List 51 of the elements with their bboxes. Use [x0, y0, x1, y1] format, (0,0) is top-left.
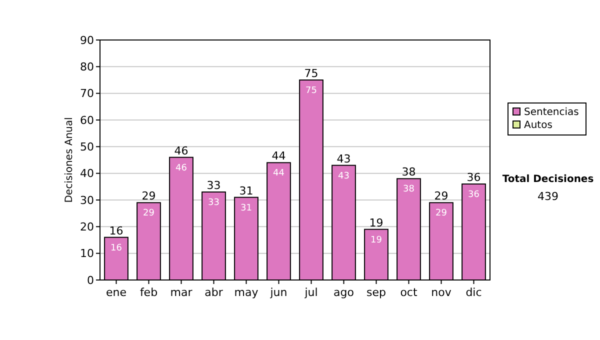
x-tick-label: abr — [204, 286, 224, 299]
total-label: 38 — [402, 166, 416, 179]
x-tick-label: may — [234, 286, 259, 299]
data-label: 29 — [436, 208, 448, 219]
total-label: 16 — [109, 224, 124, 238]
x-tick-label: dic — [466, 286, 482, 299]
total-label: 29 — [434, 190, 448, 203]
y-tick-label: 50 — [80, 140, 94, 154]
y-tick-label: 10 — [80, 247, 94, 260]
legend-label: Autos — [524, 120, 552, 131]
text: 439 — [538, 190, 558, 203]
total-label: 19 — [369, 216, 384, 230]
y-tick-label: 60 — [80, 114, 94, 127]
total-label: 36 — [466, 171, 481, 184]
x-tick-label: sep — [366, 286, 386, 299]
x-tick-label: feb — [140, 286, 158, 299]
data-label: 44 — [273, 168, 285, 179]
y-tick-label: 30 — [80, 194, 94, 207]
y-tick-label: 0 — [87, 274, 94, 287]
data-label: 38 — [403, 184, 415, 195]
total-label: 31 — [239, 184, 254, 198]
data-label: 36 — [468, 190, 480, 200]
y-tick-label: 90 — [80, 34, 94, 47]
total-label: 44 — [272, 150, 286, 163]
x-tick-label: nov — [431, 286, 452, 299]
y-tick-label: 70 — [80, 87, 94, 100]
data-label: 46 — [176, 163, 188, 174]
y-tick-label: 40 — [80, 167, 94, 180]
data-label: 75 — [306, 86, 317, 96]
x-tick-label: jul — [304, 286, 318, 299]
y-tick-label: 80 — [80, 60, 94, 74]
total-label: 43 — [336, 152, 351, 166]
data-label: 33 — [208, 198, 220, 208]
legend-label: Sentencias — [524, 107, 579, 118]
x-tick-label: ene — [106, 286, 127, 299]
data-label: 43 — [338, 171, 350, 182]
y-axis-title: Decisiones Anual — [64, 117, 75, 203]
x-tick-label: oct — [400, 286, 418, 299]
x-tick-label: mar — [170, 286, 193, 299]
text: Total Decisiones — [502, 174, 594, 185]
x-tick-label: jun — [269, 286, 288, 299]
total-label: 75 — [304, 67, 318, 80]
x-tick-label: ago — [334, 286, 354, 299]
total-label: 33 — [206, 179, 221, 192]
data-label: 31 — [240, 203, 252, 214]
total-label: 46 — [174, 144, 188, 158]
data-label: 19 — [370, 235, 382, 246]
data-label: 29 — [143, 208, 155, 219]
y-tick-label: 20 — [80, 220, 94, 234]
data-label: 16 — [110, 243, 122, 254]
total-label: 29 — [142, 190, 156, 203]
